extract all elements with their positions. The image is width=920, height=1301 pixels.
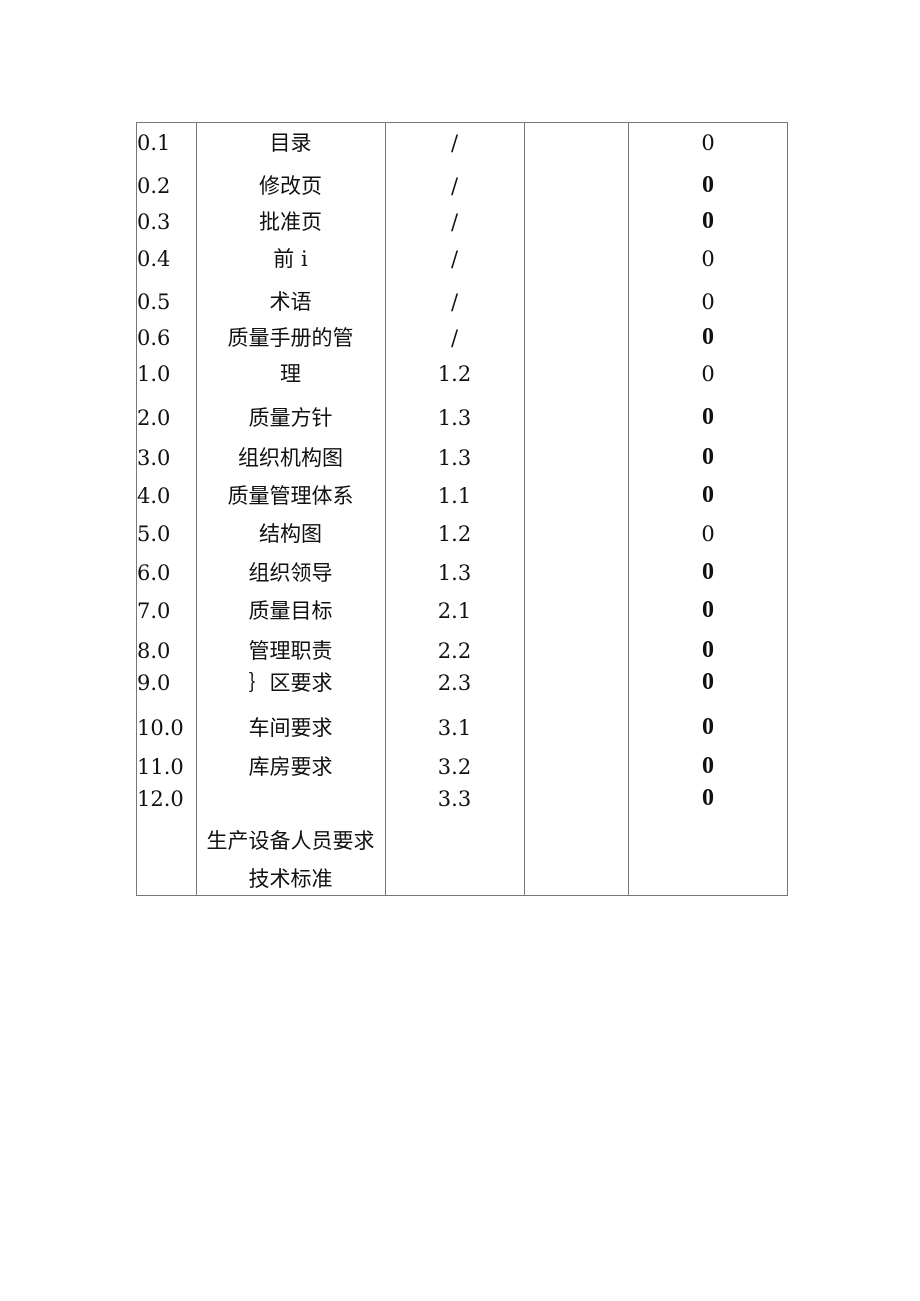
section-cell: / [450, 247, 459, 271]
title-cell: 管理职责 [248, 639, 333, 663]
section-cell: 3.2 [437, 755, 472, 779]
title-cell: 修改页 [259, 174, 322, 198]
title-cell: 质量方针 [248, 406, 333, 430]
revision-cell: 0 [702, 444, 714, 470]
table-border-bottom [136, 895, 788, 896]
title-cell: 组织机构图 [238, 446, 343, 470]
number-cell: 7.0 [137, 599, 171, 623]
number-cell: 4.0 [137, 484, 171, 508]
title-cell: 质量管理体系 [227, 484, 354, 508]
section-cell: 1.3 [437, 406, 472, 430]
number-cell: 0.2 [137, 174, 171, 198]
revision-cell: 0 [702, 753, 714, 779]
section-cell: 1.1 [437, 484, 472, 508]
column-divider [524, 122, 525, 896]
title-cell: 术语 [269, 290, 312, 314]
number-cell: 12.0 [137, 787, 184, 811]
column-divider [196, 122, 197, 896]
title-cell-extra: 生产设备人员要求 [206, 829, 375, 853]
section-cell: / [450, 174, 459, 198]
number-cell: 6.0 [137, 561, 171, 585]
table-border-right [787, 122, 788, 896]
revision-cell: 0 [702, 324, 714, 350]
revision-cell: 0 [702, 637, 714, 663]
section-cell: / [450, 326, 459, 350]
section-cell: / [450, 210, 459, 234]
section-cell: 2.2 [437, 639, 472, 663]
revision-cell: 0 [702, 597, 714, 623]
title-cell: 质量目标 [248, 599, 333, 623]
section-cell: 1.3 [437, 561, 472, 585]
title-cell-extra: 技术标准 [248, 867, 333, 891]
revision-cell: 0 [702, 208, 714, 234]
revision-cell: 0 [702, 785, 714, 811]
number-cell: 0.5 [137, 290, 171, 314]
number-cell: 9.0 [137, 671, 171, 695]
title-cell: 理 [280, 362, 301, 386]
section-cell: / [450, 290, 459, 314]
number-cell: 8.0 [137, 639, 171, 663]
title-cell: 目录 [269, 131, 312, 155]
table-border-top [136, 122, 788, 123]
revision-cell: 0 [701, 131, 715, 155]
section-cell: 3.3 [437, 787, 472, 811]
title-cell: 前 i [273, 247, 308, 271]
title-cell: 组织领导 [248, 561, 333, 585]
number-cell: 1.0 [137, 362, 171, 386]
number-cell: 5.0 [137, 522, 171, 546]
revision-cell: 0 [702, 404, 714, 430]
revision-cell: 0 [701, 247, 715, 271]
number-cell: 11.0 [137, 755, 184, 779]
table-border-left [136, 122, 137, 896]
revision-cell: 0 [702, 172, 714, 198]
column-divider [628, 122, 629, 896]
title-cell: 车间要求 [248, 716, 333, 740]
section-cell: 1.2 [437, 522, 472, 546]
number-cell: 0.6 [137, 326, 171, 350]
revision-cell: 0 [702, 482, 714, 508]
section-cell: / [450, 131, 459, 155]
section-cell: 2.1 [437, 599, 472, 623]
section-cell: 2.3 [437, 671, 472, 695]
number-cell: 10.0 [137, 716, 184, 740]
revision-cell: 0 [701, 522, 715, 546]
revision-cell: 0 [702, 669, 714, 695]
title-cell: ｝区要求 [248, 671, 333, 695]
title-cell: 批准页 [259, 210, 322, 234]
title-cell: 质量手册的管 [227, 326, 354, 350]
revision-cell: 0 [701, 290, 715, 314]
title-cell: 库房要求 [248, 755, 333, 779]
section-cell: 1.2 [437, 362, 472, 386]
number-cell: 3.0 [137, 446, 171, 470]
number-cell: 0.1 [137, 131, 171, 155]
number-cell: 0.3 [137, 210, 171, 234]
section-cell: 1.3 [437, 446, 472, 470]
revision-cell: 0 [702, 714, 714, 740]
number-cell: 2.0 [137, 406, 171, 430]
revision-cell: 0 [702, 559, 714, 585]
section-cell: 3.1 [437, 716, 472, 740]
number-cell: 0.4 [137, 247, 171, 271]
revision-cell: 0 [701, 362, 715, 386]
column-divider [385, 122, 386, 896]
title-cell: 结构图 [259, 522, 322, 546]
